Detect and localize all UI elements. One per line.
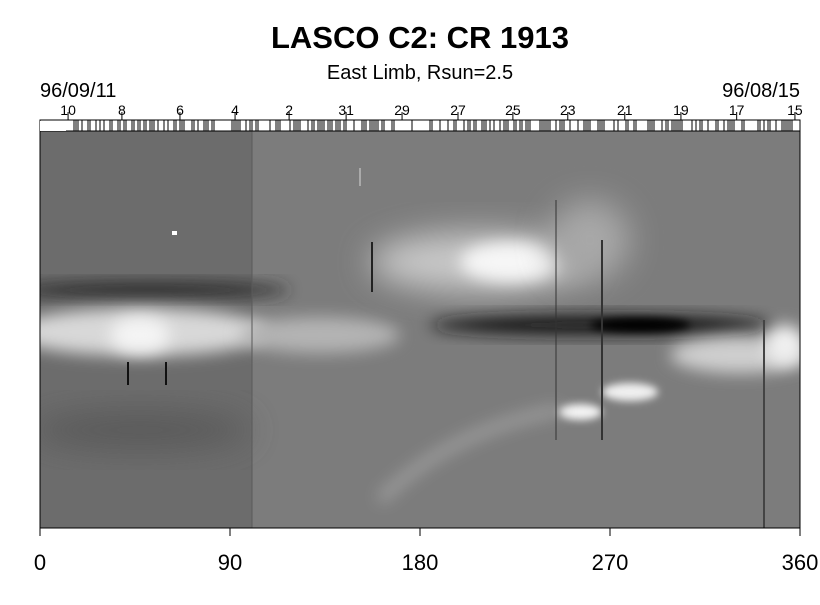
start-date: 96/09/11 [40,80,116,102]
top-tick-label: 4 [231,102,239,118]
top-tick-label: 17 [729,102,745,118]
top-tick-label: 10 [60,102,76,118]
top-tick-label: 15 [787,102,803,118]
x-tick-label: 90 [218,550,242,575]
top-tick-label: 31 [338,102,354,118]
top-tick-label: 27 [450,102,466,118]
chart-title: LASCO C2: CR 1913 [271,20,569,55]
top-tick-label: 29 [394,102,410,118]
x-tick-label: 270 [592,550,629,575]
top-tick-label: 8 [118,102,126,118]
top-tick-label: 2 [285,102,293,118]
synoptic-image [40,131,800,528]
x-tick-label: 0 [34,550,46,575]
top-tick-label: 19 [673,102,689,118]
x-tick-label: 360 [782,550,819,575]
x-tick-label: 180 [402,550,439,575]
top-tick-label: 23 [560,102,576,118]
top-tick-label: 6 [176,102,184,118]
strip-gap [40,121,66,131]
observation-ticks [73,120,793,131]
top-tick-label: 25 [505,102,521,118]
chart-subtitle: East Limb, Rsun=2.5 [327,62,513,84]
top-tick-label: 21 [617,102,633,118]
end-date: 96/08/15 [722,80,800,102]
